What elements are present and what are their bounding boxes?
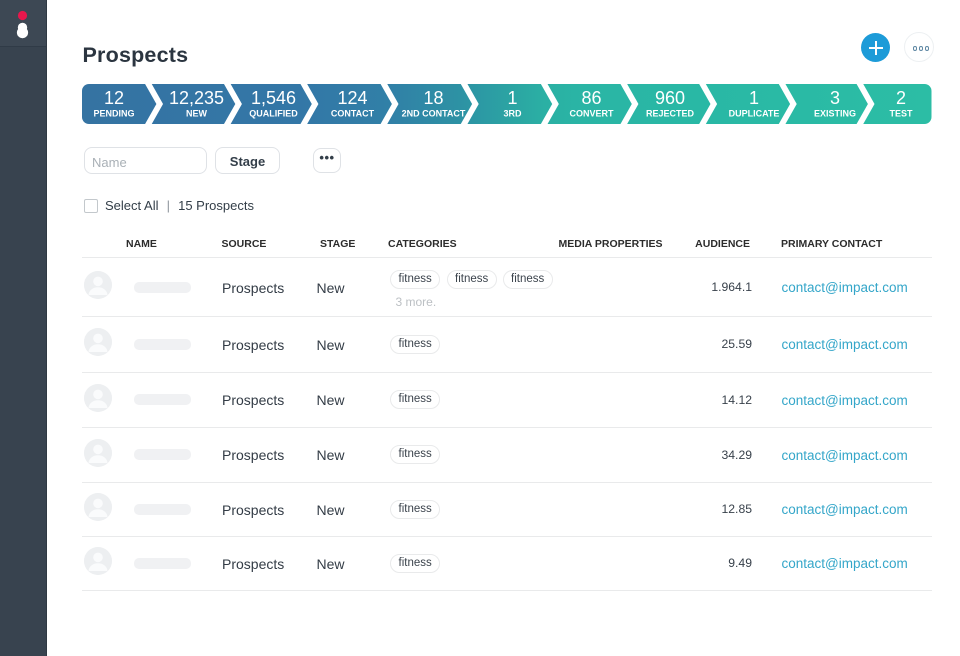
svg-text:1: 1 xyxy=(749,88,759,108)
svg-text:NEW: NEW xyxy=(186,109,208,119)
svg-text:12: 12 xyxy=(104,88,124,108)
svg-text:CONTACT: CONTACT xyxy=(331,109,375,119)
svg-text:960: 960 xyxy=(655,88,685,108)
svg-text:124: 124 xyxy=(337,88,367,108)
svg-text:1,546: 1,546 xyxy=(251,88,296,108)
svg-text:TEST: TEST xyxy=(889,109,913,119)
svg-text:3: 3 xyxy=(830,88,840,108)
svg-text:3RD: 3RD xyxy=(503,109,522,119)
svg-text:86: 86 xyxy=(581,88,601,108)
svg-text:REJECTED: REJECTED xyxy=(646,109,695,119)
svg-text:DUPLICATE: DUPLICATE xyxy=(729,109,780,119)
svg-text:2ND CONTACT: 2ND CONTACT xyxy=(402,109,466,119)
svg-text:QUALIFIED: QUALIFIED xyxy=(249,109,298,119)
svg-text:PENDING: PENDING xyxy=(93,109,134,119)
svg-text:12,235: 12,235 xyxy=(169,88,224,108)
svg-text:1: 1 xyxy=(507,88,517,108)
svg-text:18: 18 xyxy=(423,88,443,108)
svg-text:2: 2 xyxy=(896,88,906,108)
svg-text:EXISTING: EXISTING xyxy=(814,109,856,119)
svg-text:CONVERT: CONVERT xyxy=(569,109,614,119)
